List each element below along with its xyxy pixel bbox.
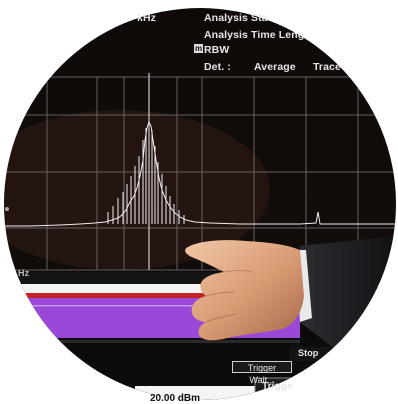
top-left-label: kHz (137, 12, 156, 24)
analysis-time-length-label: Analysis Time Leng (204, 29, 305, 41)
rbw-icon: m (194, 44, 204, 53)
detector-mode: Average (254, 61, 296, 73)
detector-label: Det. : (204, 61, 231, 73)
trigger-wait-button[interactable]: Trigger Wait... (232, 361, 292, 385)
stop-label: Stop (298, 348, 319, 358)
spectrum-grid (4, 76, 396, 271)
trigger-label: Trigge (262, 381, 293, 392)
trace-label: Trace (313, 61, 341, 73)
level-bar-red (4, 293, 300, 298)
hand-shape (185, 240, 304, 341)
level-value: 20.00 dBm (150, 393, 201, 404)
left-axis-label: Hz (18, 268, 30, 278)
level-bar-white (4, 284, 300, 293)
spectrum-trace (4, 120, 396, 227)
rbw-label: RBW (204, 44, 230, 56)
analysis-start-label: Analysis Sta (204, 12, 268, 24)
